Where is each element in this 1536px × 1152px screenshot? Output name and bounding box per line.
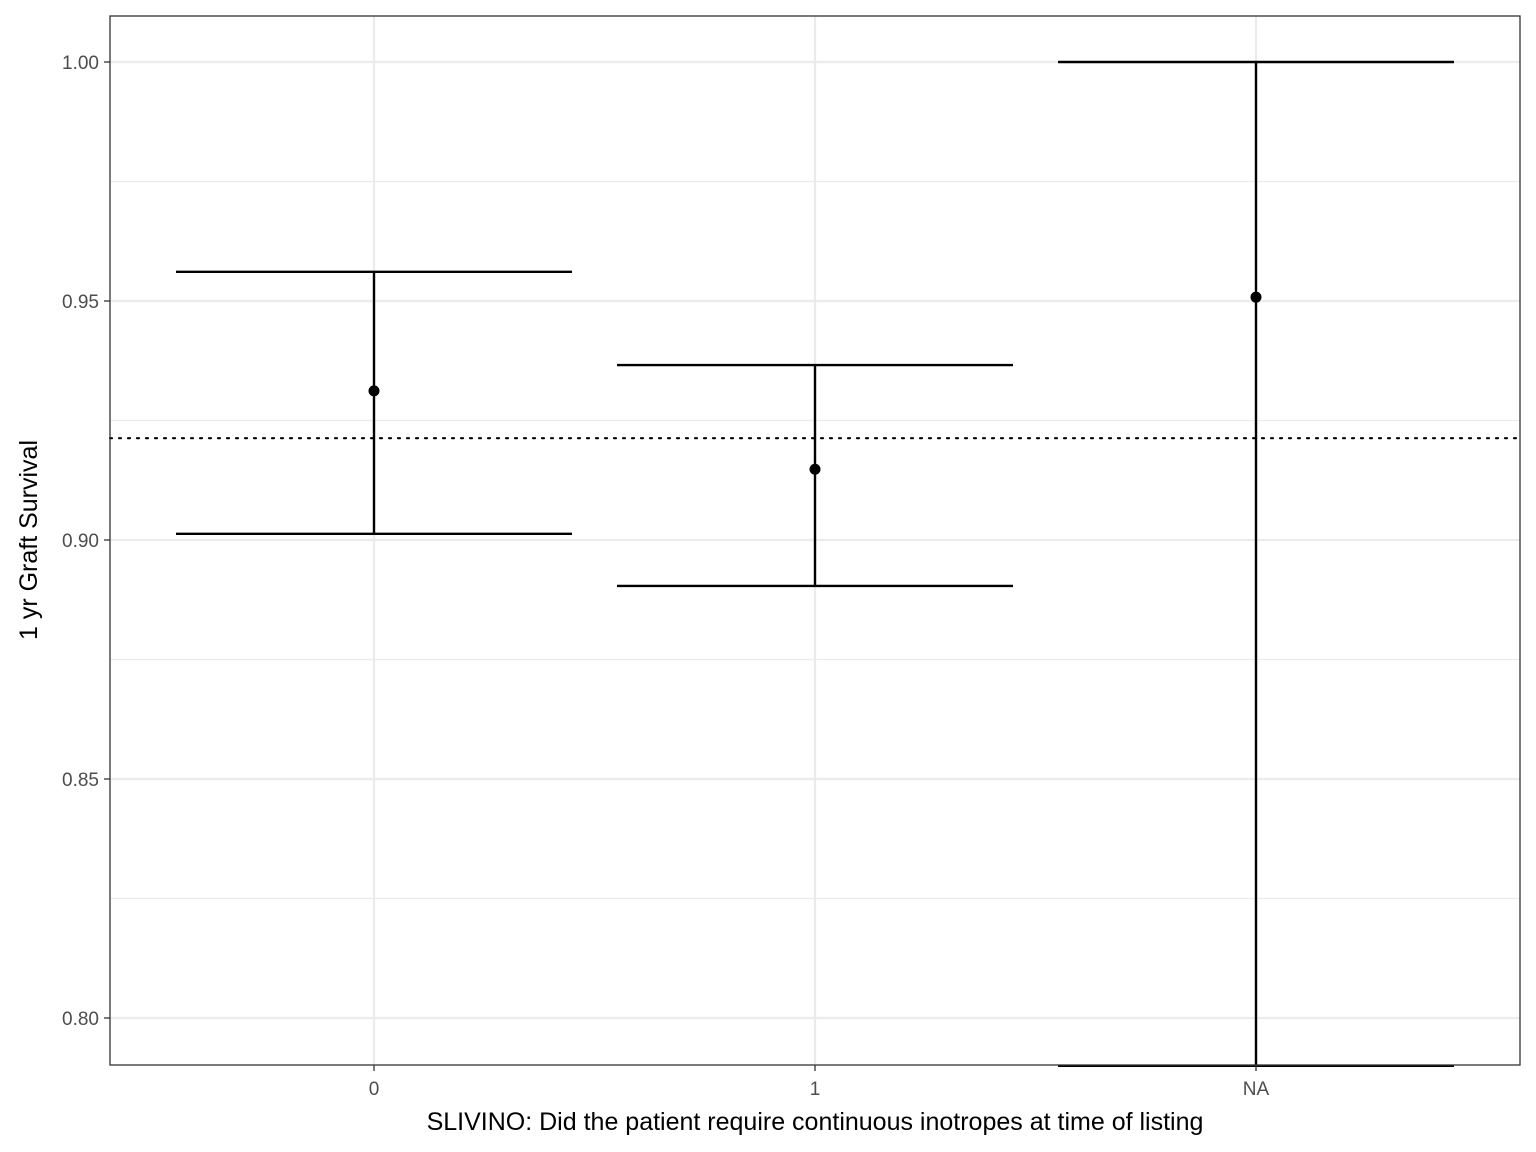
x-axis: 0 1 NA — [369, 1065, 1270, 1100]
y-axis-title: 1 yr Graft Survival — [15, 440, 43, 640]
x-tick-label: 0 — [369, 1079, 380, 1100]
point-NA — [1250, 291, 1262, 303]
y-tick-label: 1.00 — [62, 53, 99, 74]
y-tick-label: 0.95 — [62, 292, 99, 313]
errorbar-1 — [617, 363, 1013, 588]
x-tick-label: NA — [1243, 1079, 1270, 1100]
errorbar-0 — [176, 270, 572, 535]
x-tick-label: 1 — [810, 1079, 821, 1100]
y-tick-label: 0.85 — [62, 770, 99, 791]
points — [368, 291, 1262, 475]
y-axis: 0.80 0.85 0.90 0.95 1.00 — [62, 53, 110, 1030]
point-0 — [368, 385, 380, 397]
y-tick-label: 0.90 — [62, 531, 99, 552]
y-tick-label: 0.80 — [62, 1009, 99, 1030]
errorbars — [176, 60, 1454, 1068]
x-axis-title: SLIVINO: Did the patient require continu… — [427, 1108, 1204, 1136]
point-1 — [809, 463, 821, 475]
